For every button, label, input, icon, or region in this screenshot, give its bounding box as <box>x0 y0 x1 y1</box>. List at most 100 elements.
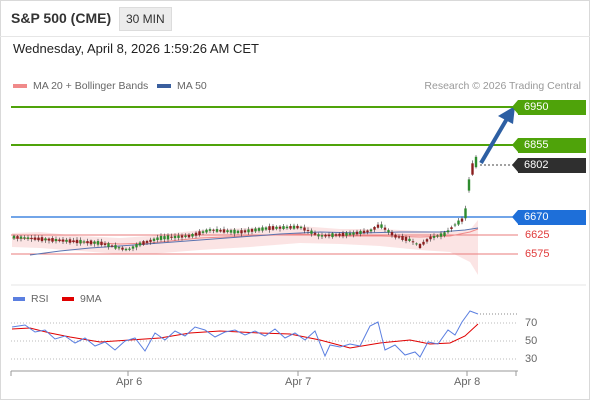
candle-body <box>282 226 285 229</box>
candle-body <box>159 235 163 240</box>
candle-body <box>467 179 471 191</box>
candle-body <box>383 227 387 230</box>
candle-body <box>117 247 121 249</box>
candle-body <box>121 247 124 250</box>
candle-body <box>310 230 313 234</box>
rsi-swatch <box>13 297 25 302</box>
candle-body <box>296 225 299 229</box>
candle-body <box>390 232 394 236</box>
candle-body <box>184 235 187 238</box>
candle-body <box>82 241 86 243</box>
candle-body <box>292 225 296 229</box>
candle-body <box>261 227 264 231</box>
last-price-tag: 6802 <box>512 158 586 173</box>
candle-body <box>93 241 96 244</box>
candle-body <box>289 226 292 229</box>
candle-body <box>338 233 341 236</box>
candle-body <box>89 240 93 245</box>
candle-body <box>54 238 58 242</box>
candle-body <box>306 230 310 232</box>
candle-body <box>453 224 457 226</box>
rsi-axis-70: 70 <box>525 317 538 329</box>
candle-body <box>201 231 205 233</box>
candle-body <box>68 239 72 243</box>
candle-body <box>366 230 369 233</box>
candle-body <box>23 237 26 239</box>
candle-body <box>376 224 380 228</box>
candle-body <box>229 230 233 233</box>
candle-body <box>387 230 390 233</box>
credit-text: Research © 2026 Trading Central <box>424 80 581 92</box>
candle-body <box>110 245 114 247</box>
candle-body <box>226 230 229 233</box>
candle-body <box>345 232 348 236</box>
candle-body <box>166 235 170 240</box>
target-2-tag: 6950 <box>512 100 586 115</box>
candle-body <box>422 241 425 245</box>
candle-body <box>75 239 79 244</box>
ma50-label: MA 50 <box>177 80 207 92</box>
support-1-label: 6625 <box>525 229 550 241</box>
support-2-label: 6575 <box>525 248 550 260</box>
candle-body <box>33 237 37 240</box>
candle-body <box>250 229 254 232</box>
candle-body <box>397 236 401 238</box>
datetime-label: Wednesday, April 8, 2026 1:59:26 AM CET <box>13 41 259 56</box>
candle-body <box>12 235 16 239</box>
candle-body <box>352 232 355 235</box>
x-tick-apr7: Apr 7 <box>285 376 312 388</box>
candle-body <box>145 240 149 243</box>
candle-body <box>100 241 103 246</box>
candle-body <box>173 235 177 239</box>
candle-body <box>404 237 408 241</box>
candle-body <box>205 229 208 233</box>
candle-body <box>72 240 75 243</box>
candle-body <box>131 246 135 249</box>
candle-body <box>401 236 404 240</box>
target-1-tag: 6855 <box>512 138 586 153</box>
candle-body <box>152 238 156 241</box>
candle-body <box>236 230 240 233</box>
timeframe-button[interactable]: 30 MIN <box>119 7 172 31</box>
candle-body <box>187 234 191 238</box>
candle-body <box>61 239 65 242</box>
candle-body <box>394 234 397 238</box>
candle-body <box>58 239 61 242</box>
candle-body <box>170 236 173 238</box>
candle-body <box>44 238 47 241</box>
candle-body <box>275 226 278 229</box>
ma50-line <box>29 227 479 256</box>
candle-body <box>460 218 464 222</box>
candle-body <box>215 229 219 232</box>
candle-body <box>191 233 194 237</box>
candle-body <box>219 229 222 232</box>
candle-body <box>142 241 145 245</box>
ma50-swatch <box>157 84 171 89</box>
rsi-axis-50: 50 <box>525 335 538 347</box>
candle-body <box>107 243 110 247</box>
candle-body <box>411 241 415 243</box>
rsi-ma-legend-label: 9MA <box>80 293 102 305</box>
candle-body <box>331 233 334 238</box>
candle-body <box>124 248 128 251</box>
candle-body <box>65 239 68 242</box>
forecast-arrow-head <box>498 106 515 124</box>
candle-body <box>19 236 23 239</box>
candle-body <box>436 235 439 237</box>
candle-body <box>247 229 250 233</box>
candle-body <box>37 237 40 241</box>
candle-body <box>264 227 268 230</box>
candle-body <box>233 229 236 234</box>
candle-body <box>303 227 306 231</box>
candle-body <box>254 228 257 232</box>
candle-body <box>439 233 443 237</box>
candle-body <box>359 230 362 234</box>
candles-group <box>12 155 478 252</box>
bollinger-swatch <box>13 84 27 89</box>
candle-body <box>138 242 142 246</box>
candle-body <box>240 230 243 234</box>
rsi-legend: RSI <box>13 293 49 305</box>
candle-body <box>320 235 324 237</box>
candle-body <box>271 226 275 230</box>
